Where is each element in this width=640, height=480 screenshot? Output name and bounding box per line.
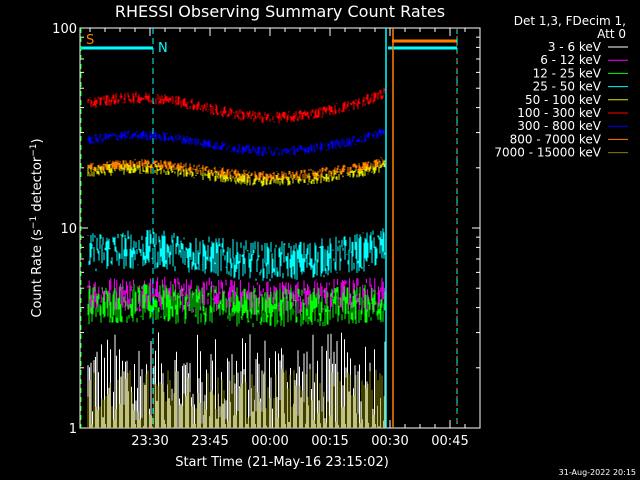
series-7000-15000-kev [87, 368, 385, 428]
legend-entry-label: 6 - 12 keV [540, 53, 602, 67]
series-line [87, 283, 386, 328]
legend-entry-label: 300 - 800 keV [517, 119, 601, 133]
legend-entry-label: 12 - 25 keV [533, 66, 602, 80]
series-25-50-kev [87, 228, 386, 282]
series-line [87, 87, 386, 124]
legend-header-line-1: Det 1,3, FDecim 1, [514, 14, 626, 28]
x-tick-label: 00:15 [311, 434, 348, 449]
flag-n-label: N [158, 41, 168, 56]
x-tick-label: 00:00 [251, 434, 288, 449]
y-tick-label: 1 [69, 422, 77, 437]
y-tick-label: 10 [60, 222, 77, 237]
footer-date: 31-Aug-2022 20:15 [559, 468, 636, 477]
series-800-7000-kev [87, 157, 386, 181]
series-line [87, 157, 386, 181]
legend-entry-label: 3 - 6 keV [548, 40, 602, 54]
flag-s-label: S [86, 33, 94, 48]
x-axis-label: Start Time (21-May-16 23:15:02) [175, 455, 389, 470]
series-12-25-kev [87, 283, 386, 328]
series-100-300-kev [87, 87, 386, 124]
series-line [87, 128, 386, 157]
legend-entry-label: 800 - 7000 keV [510, 132, 602, 146]
series-300-800-kev [87, 128, 386, 157]
legend-entry-label: 25 - 50 keV [533, 80, 602, 94]
legend-entry-label: 7000 - 15000 keV [494, 146, 601, 160]
series-line [87, 368, 385, 428]
chart-title: RHESSI Observing Summary Count Rates [115, 2, 445, 21]
y-axis-label: Count Rate (s−1 detector−1) [29, 138, 45, 317]
y-tick-label: 100 [52, 22, 77, 37]
x-tick-label: 00:30 [371, 434, 408, 449]
x-tick-label: 23:45 [191, 434, 228, 449]
flag-markers: SN [80, 28, 458, 428]
legend-entry-label: 50 - 100 keV [525, 93, 602, 107]
series-line [87, 228, 386, 282]
legend-header-line-2: Att 0 [597, 27, 626, 41]
x-tick-label: 00:45 [431, 434, 468, 449]
legend-entry-label: 100 - 300 keV [517, 106, 601, 120]
x-tick-label: 23:30 [131, 434, 168, 449]
